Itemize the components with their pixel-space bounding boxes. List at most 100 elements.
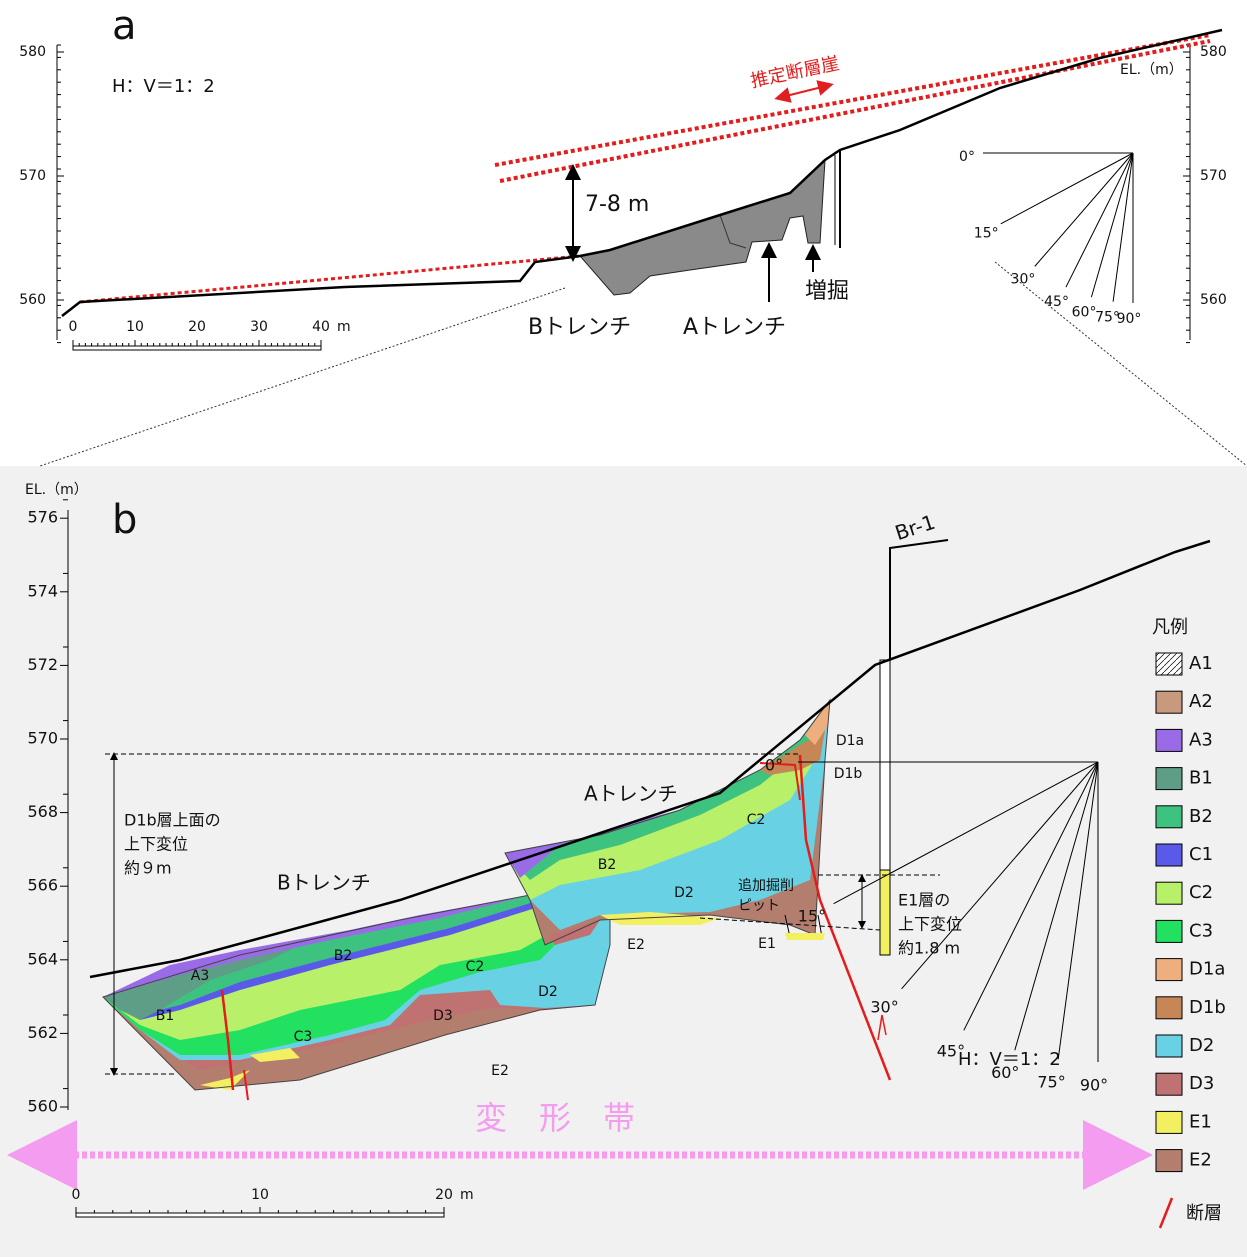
legend-title: 凡例 xyxy=(1152,617,1188,638)
unit-label: E2 xyxy=(627,937,645,953)
unit-label: E2 xyxy=(491,1063,509,1079)
legend-label: A3 xyxy=(1189,729,1213,750)
scale-bar xyxy=(73,346,321,350)
elevation-unit: EL.（m） xyxy=(25,482,88,498)
trench-a-label: Aトレンチ xyxy=(683,315,786,340)
unit-label: B2 xyxy=(598,857,617,873)
legend-label: D1b xyxy=(1189,997,1226,1018)
dip-line xyxy=(1113,153,1133,302)
legend-swatch xyxy=(1156,691,1182,713)
offset-label: 7-8 m xyxy=(585,192,649,217)
fault-scarp-line xyxy=(500,41,1210,181)
legend-hatch xyxy=(1156,653,1182,675)
legend-label: B1 xyxy=(1189,768,1213,789)
unit-label: D1a xyxy=(836,733,864,749)
scale-label: 10 xyxy=(126,319,144,335)
unit-label: C3 xyxy=(294,1029,313,1045)
scale-label: 0 xyxy=(69,319,78,335)
annotation: 追加掘削 xyxy=(738,878,794,894)
legend-label: E1 xyxy=(1189,1111,1212,1132)
dip-label: 30° xyxy=(870,997,898,1016)
y-tick-label: 570 xyxy=(19,168,46,184)
legend-label: C2 xyxy=(1189,882,1213,903)
dip-label: 75° xyxy=(1037,1073,1065,1092)
dip-label: 60° xyxy=(1072,305,1097,321)
y-tick-label: 560 xyxy=(19,292,46,308)
dip-label: 90° xyxy=(1117,311,1142,327)
scale-label: 40 xyxy=(312,319,330,335)
deformation-zone-label: 変 形 帯 xyxy=(475,1099,635,1137)
scale-unit: m xyxy=(337,319,351,335)
scale-label: 0 xyxy=(72,1187,81,1203)
figure: a H：V＝1：2 EL.（m） 580580570570560560 推定断層… xyxy=(0,0,1247,1257)
y-tick-label: 580 xyxy=(1200,44,1227,60)
annotation: 上下変位 xyxy=(124,835,188,854)
legend-swatch xyxy=(1156,1150,1182,1172)
annotation: 約1.8 m xyxy=(898,939,960,958)
legend-swatch xyxy=(1156,844,1182,866)
annotation: 約９m xyxy=(124,859,172,878)
unit-label: D2 xyxy=(674,885,694,901)
legend-label: B2 xyxy=(1189,806,1213,827)
dip-label: 90° xyxy=(1080,1076,1108,1095)
dip-line xyxy=(1001,153,1133,224)
legend-swatch xyxy=(1156,1073,1182,1095)
y-tick-label: 570 xyxy=(27,729,58,748)
unit-label: D2 xyxy=(538,984,558,1000)
zoom-line xyxy=(40,288,565,466)
unit-label: B2 xyxy=(334,948,353,964)
legend-label: D3 xyxy=(1189,1073,1214,1094)
surface-dotted-line xyxy=(80,256,580,302)
legend-swatch xyxy=(1156,1111,1182,1133)
scale-bar xyxy=(76,1213,444,1217)
elevation-unit: EL.（m） xyxy=(1120,62,1183,78)
trench xyxy=(580,160,825,295)
legend-label: C3 xyxy=(1189,920,1213,941)
dip-label: 45° xyxy=(937,1042,965,1061)
panel-label: b xyxy=(112,497,137,543)
unit-label: B1 xyxy=(156,1008,175,1024)
y-tick-label: 576 xyxy=(27,508,58,527)
annotation: D1b層上面の xyxy=(124,811,221,830)
dip-label: 15° xyxy=(798,907,826,926)
unit-label: D3 xyxy=(433,1008,453,1024)
y-tick-label: 566 xyxy=(27,876,58,895)
legend-label: C1 xyxy=(1189,844,1213,865)
unit-label: C2 xyxy=(466,959,485,975)
y-tick-label: 570 xyxy=(1200,168,1227,184)
unit-label: A3 xyxy=(191,968,209,984)
legend-swatch xyxy=(1156,882,1182,904)
panel-label: a xyxy=(112,3,137,49)
legend-swatch xyxy=(1156,1035,1182,1057)
scarp-arrow xyxy=(782,86,826,97)
legend-swatch xyxy=(1156,997,1182,1019)
y-tick-label: 564 xyxy=(27,949,58,968)
fault-scarp-label: 推定断層崖 xyxy=(749,53,841,92)
legend-label: A1 xyxy=(1189,653,1213,674)
legend-label: D2 xyxy=(1189,1035,1214,1056)
legend-swatch xyxy=(1156,729,1182,751)
unit-label: D1b xyxy=(834,766,863,782)
legend-swatch xyxy=(1156,806,1182,828)
dip-line xyxy=(1091,153,1133,297)
scale-label: 20 xyxy=(435,1187,453,1203)
y-tick-label: 572 xyxy=(27,655,58,674)
unit-label: C2 xyxy=(747,812,766,828)
y-tick-label: 568 xyxy=(27,802,58,821)
trench-b-label: Bトレンチ xyxy=(277,871,371,895)
legend-label: D1a xyxy=(1189,959,1225,980)
legend-swatch xyxy=(1156,768,1182,790)
legend-swatch xyxy=(1156,920,1182,942)
dip-label: 30° xyxy=(1011,271,1036,287)
trench-b-label: Bトレンチ xyxy=(528,315,631,340)
annotation: E1層の xyxy=(898,891,950,910)
annotation: ピット xyxy=(738,898,780,914)
y-tick-label: 574 xyxy=(27,581,58,600)
scale-label: 30 xyxy=(250,319,268,335)
borehole-e1 xyxy=(880,870,890,955)
trench-a-label: Aトレンチ xyxy=(584,782,678,806)
dip-label: 45° xyxy=(1044,294,1069,310)
legend-label: E2 xyxy=(1189,1150,1212,1171)
dip-label: 0° xyxy=(959,149,975,165)
scale-unit: m xyxy=(460,1187,474,1203)
